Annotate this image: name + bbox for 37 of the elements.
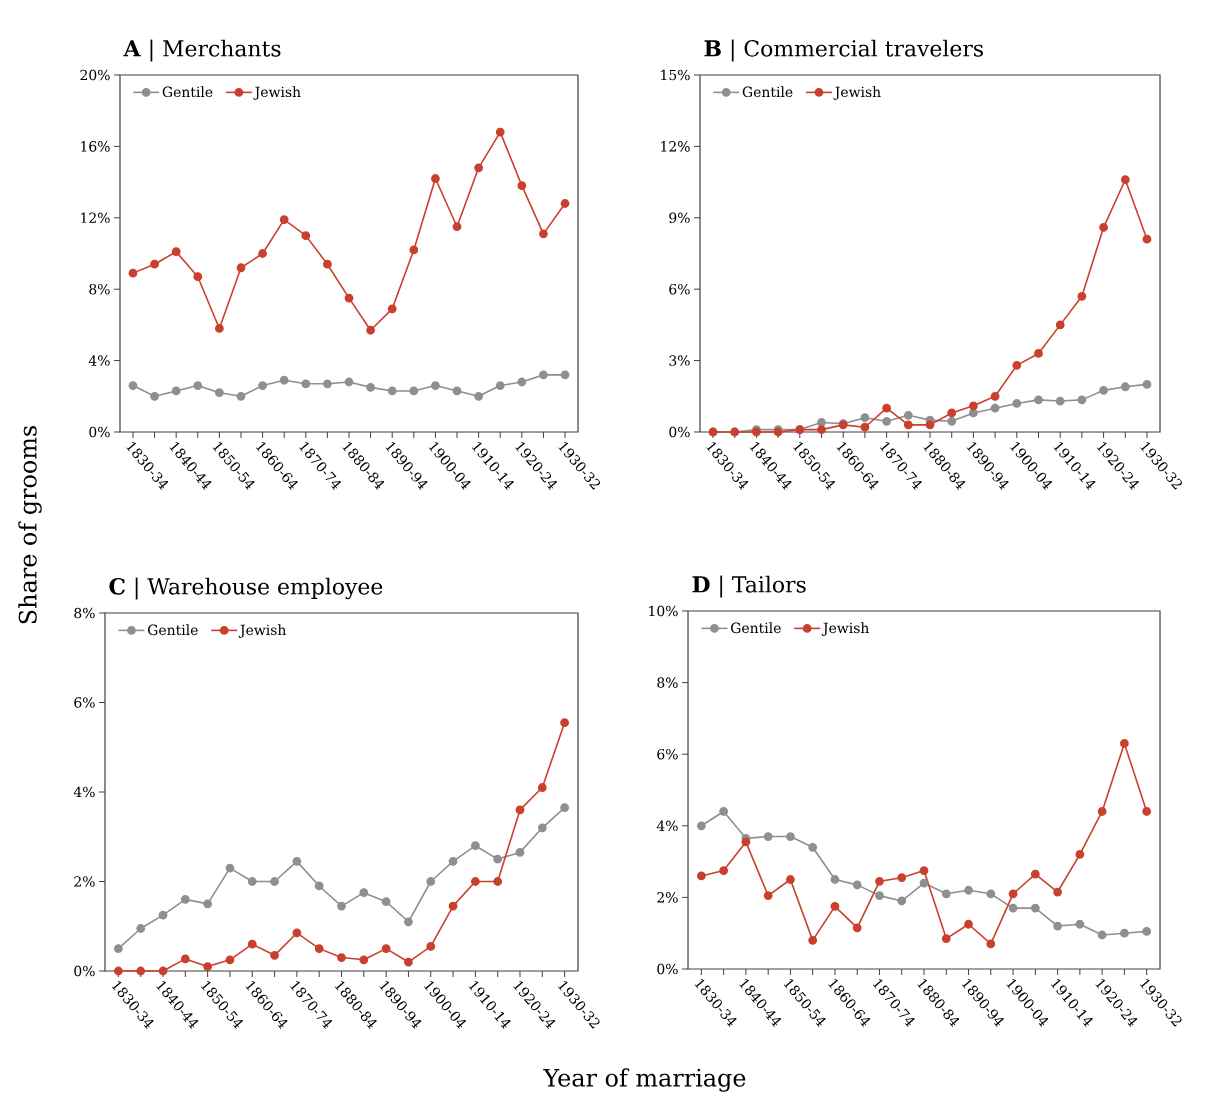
y-tick-label: 2%	[657, 892, 678, 903]
chart-title: C | Warehouse employee	[109, 577, 383, 600]
y-tick-label: 0%	[89, 426, 110, 438]
y-tick-label: 8%	[74, 607, 95, 619]
legend-label: Jewish	[253, 86, 301, 100]
y-tick-label: 4%	[656, 820, 678, 832]
legend-label: Gentile	[162, 86, 213, 98]
y-tick-label: 15%	[661, 69, 690, 81]
legend-label: Gentile	[742, 86, 793, 98]
y-tick-label: 0%	[669, 426, 690, 438]
y-tick-label: 6%	[669, 283, 690, 295]
y-tick-label: 6%	[657, 748, 678, 760]
y-tick-label: 12%	[81, 212, 110, 224]
text: Share of grooms	[18, 425, 42, 624]
y-tick-label: 8%	[657, 677, 678, 688]
y-tick-label: 10%	[649, 605, 678, 617]
y-tick-label: 3%	[669, 355, 690, 366]
legend-label: Gentile	[731, 622, 781, 634]
y-tick-label: 4%	[73, 786, 95, 798]
chart-title: A | Merchants	[123, 39, 281, 62]
chart-title: D | Tailors	[692, 575, 806, 598]
y-tick-label: 0%	[74, 965, 95, 977]
legend-label: Jewish	[238, 624, 286, 638]
y-tick-label: 4%	[88, 355, 110, 366]
y-tick-label: 20%	[80, 69, 110, 81]
chart-title: B | Commercial travelers	[704, 39, 983, 62]
y-tick-label: 8%	[89, 283, 110, 295]
y-tick-label: 0%	[657, 963, 678, 975]
y-tick-label: 2%	[74, 876, 95, 887]
y-tick-label: 12%	[661, 141, 690, 152]
y-tick-label: 9%	[669, 212, 690, 224]
y-tick-label: 16%	[81, 141, 110, 152]
y-tick-label: 6%	[74, 697, 95, 708]
text: Year of marriage	[543, 1068, 746, 1092]
legend-label: Jewish	[821, 622, 869, 636]
legend-label: Jewish	[833, 86, 881, 100]
legend-label: Gentile	[148, 624, 198, 636]
